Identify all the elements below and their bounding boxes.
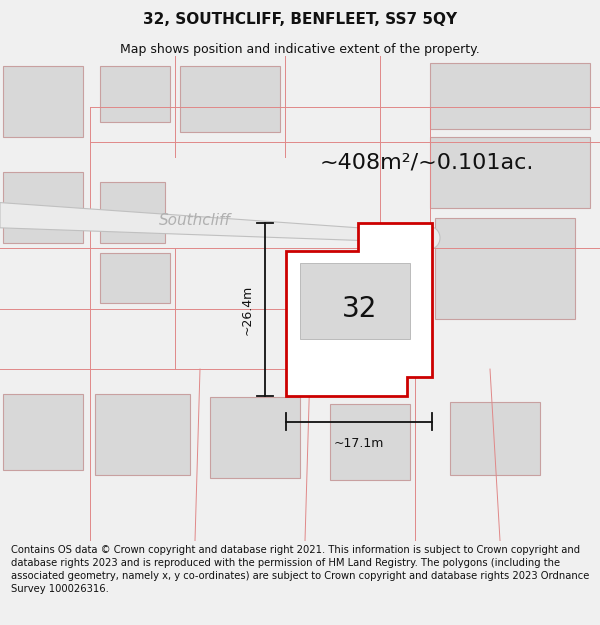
Text: Map shows position and indicative extent of the property.: Map shows position and indicative extent… [120, 43, 480, 56]
Polygon shape [0, 202, 430, 243]
Bar [3, 394, 83, 470]
Bar [300, 263, 410, 339]
Bar [180, 66, 280, 132]
Bar [430, 63, 590, 129]
Text: Contains OS data © Crown copyright and database right 2021. This information is : Contains OS data © Crown copyright and d… [11, 545, 589, 594]
Text: ~26.4m: ~26.4m [241, 284, 254, 334]
Bar [3, 66, 83, 137]
Ellipse shape [420, 227, 440, 249]
Bar [330, 404, 410, 480]
Text: ~17.1m: ~17.1m [334, 437, 384, 449]
Text: 32: 32 [343, 294, 377, 322]
Text: ~408m²/~0.101ac.: ~408m²/~0.101ac. [320, 152, 535, 173]
Text: Southcliff: Southcliff [159, 213, 231, 228]
Bar [3, 173, 83, 243]
Bar [430, 137, 590, 208]
Bar [100, 182, 165, 243]
Bar [435, 217, 575, 319]
Bar [210, 398, 300, 478]
Bar [100, 253, 170, 304]
Bar [450, 402, 540, 475]
Text: 32, SOUTHCLIFF, BENFLEET, SS7 5QY: 32, SOUTHCLIFF, BENFLEET, SS7 5QY [143, 12, 457, 28]
Polygon shape [286, 222, 432, 396]
Bar [100, 66, 170, 122]
Bar [95, 394, 190, 475]
